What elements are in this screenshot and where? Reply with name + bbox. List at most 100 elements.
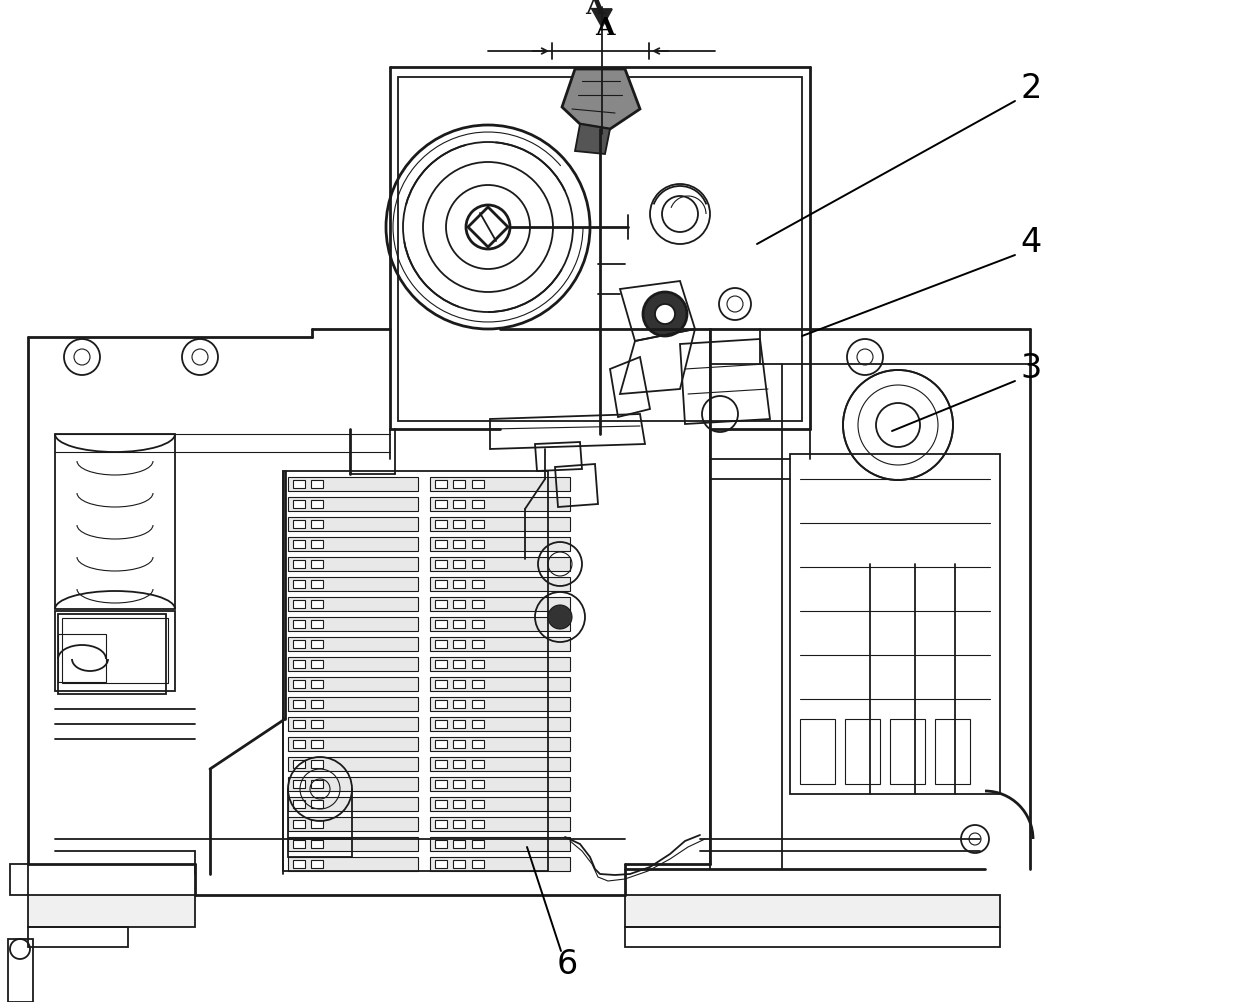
Bar	[453, 600, 465, 608]
Bar	[55, 435, 175, 609]
Circle shape	[655, 305, 675, 325]
Text: 6: 6	[557, 948, 578, 981]
Bar	[288, 617, 418, 631]
Bar	[288, 717, 418, 731]
Bar	[790, 455, 999, 795]
Bar	[288, 677, 418, 691]
Bar	[293, 520, 305, 528]
Bar	[430, 857, 570, 871]
Bar	[472, 860, 484, 868]
Bar	[288, 557, 418, 571]
Bar	[430, 517, 570, 531]
Bar	[472, 781, 484, 789]
Bar	[435, 821, 446, 829]
Bar	[472, 801, 484, 809]
Bar	[293, 781, 305, 789]
Bar	[293, 700, 305, 708]
Bar	[311, 520, 322, 528]
Bar	[288, 758, 418, 772]
Bar	[472, 660, 484, 668]
Bar	[311, 720, 322, 728]
Bar	[453, 860, 465, 868]
Bar	[435, 620, 446, 628]
Bar	[472, 481, 484, 489]
Polygon shape	[575, 125, 610, 155]
Bar	[453, 801, 465, 809]
Bar	[472, 560, 484, 568]
Bar	[288, 537, 418, 551]
Bar	[398, 78, 802, 422]
Bar	[430, 637, 570, 651]
Bar	[288, 597, 418, 611]
Bar	[472, 680, 484, 688]
Bar	[453, 680, 465, 688]
Bar	[293, 580, 305, 588]
Bar	[435, 801, 446, 809]
Bar	[311, 680, 322, 688]
Bar	[453, 720, 465, 728]
Bar	[288, 697, 418, 711]
Bar	[293, 540, 305, 548]
Bar	[430, 498, 570, 511]
Bar	[435, 520, 446, 528]
Bar	[453, 781, 465, 789]
Bar	[293, 761, 305, 769]
Bar	[435, 840, 446, 848]
Bar	[288, 637, 418, 651]
Bar	[288, 818, 418, 832]
Bar	[311, 700, 322, 708]
Bar	[58, 634, 105, 682]
Bar	[435, 700, 446, 708]
Bar	[293, 600, 305, 608]
Bar	[430, 597, 570, 611]
Bar	[311, 481, 322, 489]
Bar	[453, 700, 465, 708]
Bar	[472, 501, 484, 508]
Bar	[29, 895, 195, 927]
Bar	[453, 481, 465, 489]
Bar	[890, 719, 925, 785]
Bar	[453, 580, 465, 588]
Bar	[430, 737, 570, 752]
Bar	[311, 640, 322, 648]
Bar	[453, 740, 465, 748]
Bar	[283, 472, 548, 871]
Bar	[435, 720, 446, 728]
Bar	[288, 737, 418, 752]
Bar	[435, 481, 446, 489]
Bar	[453, 560, 465, 568]
Bar	[311, 821, 322, 829]
Bar	[625, 895, 999, 927]
Bar	[293, 660, 305, 668]
Bar	[293, 720, 305, 728]
Bar	[472, 740, 484, 748]
Bar	[288, 798, 418, 812]
Bar	[293, 680, 305, 688]
Bar	[293, 501, 305, 508]
Bar	[625, 927, 999, 947]
Bar	[430, 798, 570, 812]
Bar	[430, 677, 570, 691]
Bar	[472, 600, 484, 608]
Bar	[800, 719, 835, 785]
Bar	[288, 498, 418, 511]
Bar	[935, 719, 970, 785]
Bar	[293, 560, 305, 568]
Bar	[430, 478, 570, 492]
Bar	[453, 840, 465, 848]
Text: 3: 3	[1021, 351, 1042, 384]
Bar	[288, 517, 418, 531]
Bar	[430, 837, 570, 851]
Bar	[311, 801, 322, 809]
Bar	[472, 520, 484, 528]
Bar	[430, 818, 570, 832]
Bar	[311, 840, 322, 848]
Bar	[293, 740, 305, 748]
Bar	[430, 617, 570, 631]
Bar	[472, 620, 484, 628]
Bar	[435, 501, 446, 508]
Bar	[435, 781, 446, 789]
Bar	[472, 580, 484, 588]
Bar	[288, 839, 352, 857]
Bar	[435, 540, 446, 548]
